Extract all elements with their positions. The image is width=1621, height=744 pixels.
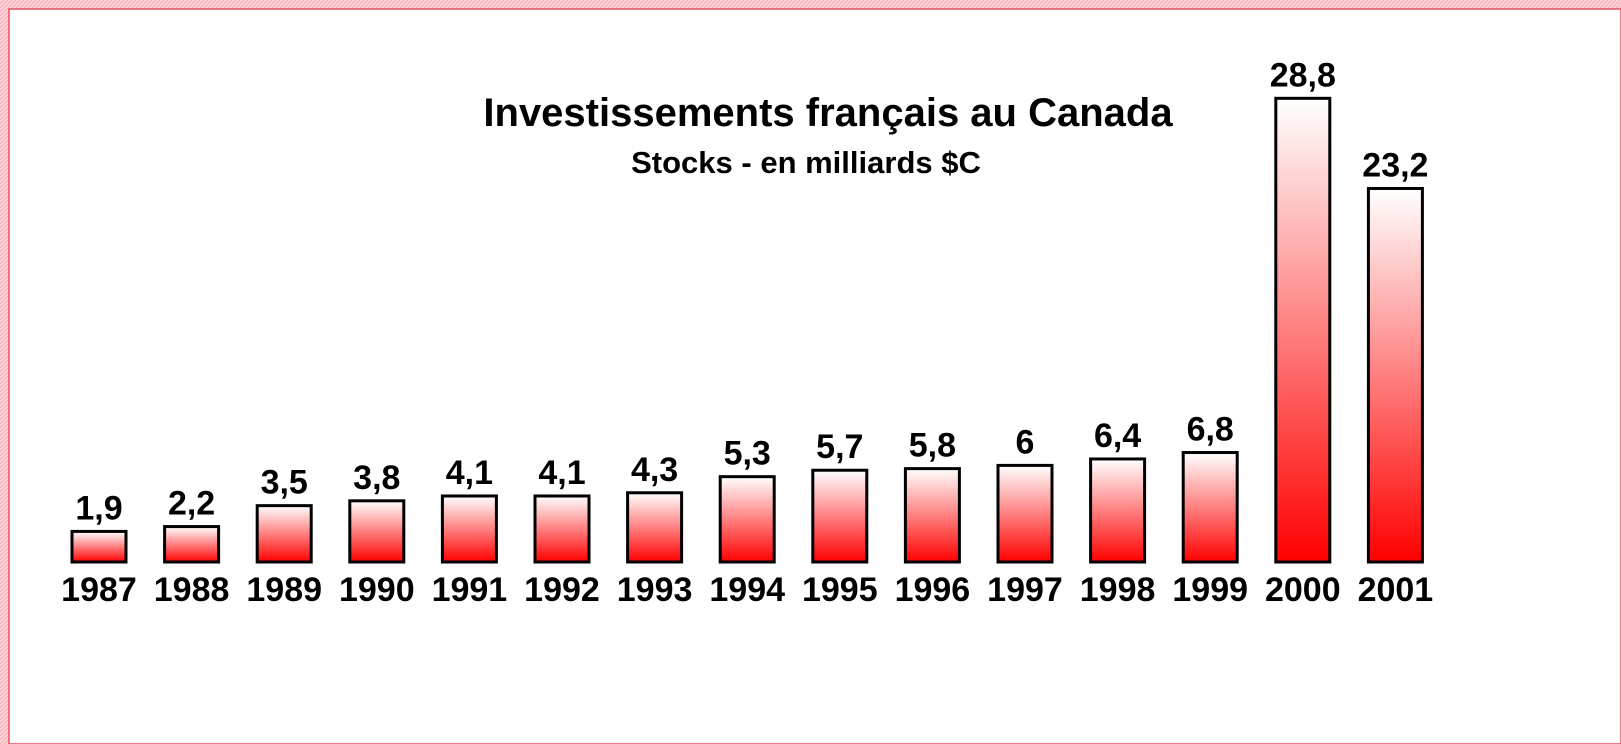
bar: [811, 468, 869, 564]
bar: [1181, 451, 1239, 564]
value-label: 2,2: [168, 485, 215, 523]
value-label: 5,7: [816, 428, 863, 466]
value-label: 5,8: [909, 427, 956, 465]
frame: [8, 8, 1621, 744]
value-label: 23,2: [1362, 146, 1428, 184]
x-tick-label: 1994: [709, 571, 785, 609]
x-tick-label: 1996: [895, 571, 971, 609]
x-tick-label: 1987: [61, 571, 137, 609]
x-tick-label: 1990: [339, 571, 415, 609]
x-tick-label: 2000: [1265, 571, 1341, 609]
bar: [533, 494, 591, 564]
x-tick-label: 1995: [802, 571, 878, 609]
bar: [626, 491, 684, 564]
x-tick-label: 1999: [1172, 571, 1248, 609]
value-label: 6,8: [1187, 411, 1234, 449]
x-tick-label: 1998: [1080, 571, 1156, 609]
value-label: 4,1: [538, 454, 585, 492]
bar: [1089, 457, 1147, 564]
value-label: 4,3: [631, 451, 678, 489]
value-label: 4,1: [446, 454, 493, 492]
bar: [255, 504, 313, 564]
value-label: 5,3: [724, 435, 771, 473]
x-tick-label: 2001: [1358, 571, 1434, 609]
chart-title: Investissements français au Canada: [483, 91, 1173, 135]
x-tick-label: 1991: [432, 571, 508, 609]
bar: [718, 475, 776, 564]
value-label: 1,9: [75, 489, 122, 527]
bar: [440, 494, 498, 564]
bar: [348, 499, 406, 564]
x-tick-label: 1997: [987, 571, 1063, 609]
bar: [1366, 186, 1424, 564]
x-tick-label: 1988: [154, 571, 230, 609]
bar: [1274, 96, 1332, 564]
x-tick-label: 1992: [524, 571, 600, 609]
x-tick-label: 1989: [246, 571, 322, 609]
x-tick-label: 1993: [617, 571, 693, 609]
value-label: 3,8: [353, 459, 400, 497]
value-label: 6: [1016, 423, 1035, 461]
bar: [163, 525, 221, 564]
bar: [996, 463, 1054, 564]
bar: [903, 467, 961, 564]
value-label: 3,5: [261, 464, 308, 502]
value-label: 28,8: [1270, 56, 1336, 94]
value-label: 6,4: [1094, 417, 1141, 455]
chart-subtitle: Stocks - en milliards $C: [631, 145, 981, 180]
bar: [70, 529, 128, 564]
